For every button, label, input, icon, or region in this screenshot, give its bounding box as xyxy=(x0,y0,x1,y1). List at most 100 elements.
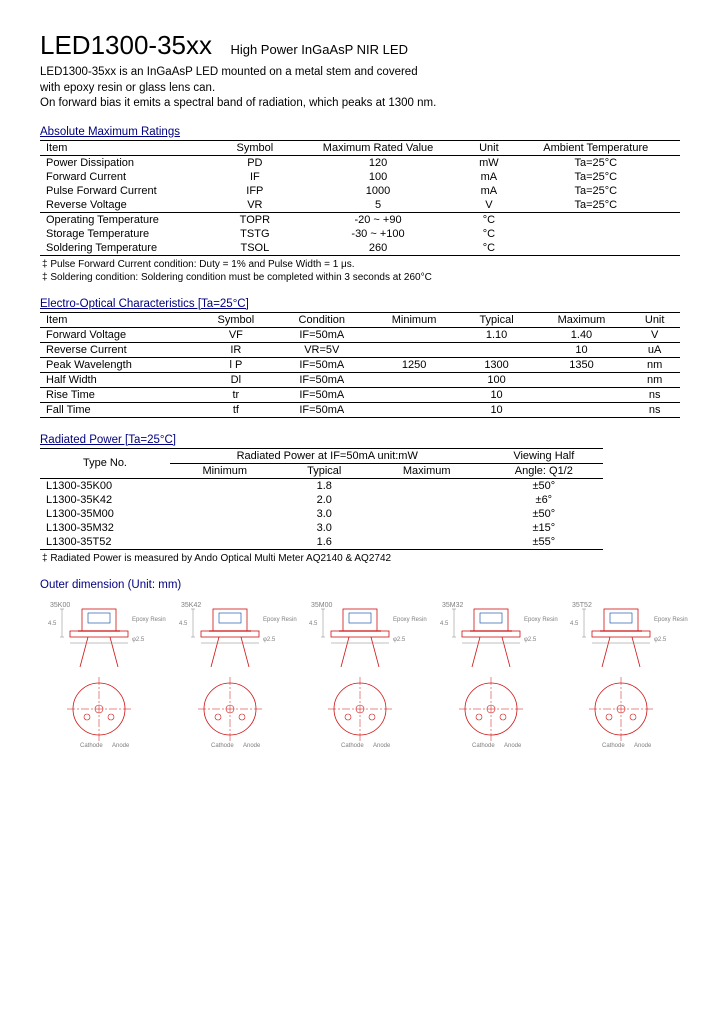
el-col-item: Item xyxy=(40,312,197,327)
svg-text:4.5: 4.5 xyxy=(570,621,579,627)
outer-dim-heading: Outer dimension (Unit: mm) xyxy=(40,579,680,591)
abs-col-symbol: Symbol xyxy=(220,140,290,155)
table-row: Reverse VoltageVR5VTa=25°C xyxy=(40,198,680,213)
table-cell xyxy=(170,535,280,550)
table-cell: VR xyxy=(220,198,290,213)
table-row: Power DissipationPD120mWTa=25°C xyxy=(40,155,680,170)
table-cell xyxy=(512,227,680,241)
svg-text:φ2.5: φ2.5 xyxy=(654,637,667,643)
el-col-min: Minimum xyxy=(369,312,460,327)
table-cell: uA xyxy=(629,342,680,357)
rad-col-pow: Radiated Power at IF=50mA unit:mW xyxy=(170,448,484,463)
table-cell: tf xyxy=(197,402,275,417)
table-cell: °C xyxy=(466,212,511,227)
table-cell: 1000 xyxy=(290,184,466,198)
svg-text:Anode: Anode xyxy=(112,743,130,749)
table-cell xyxy=(369,372,460,387)
svg-text:4.5: 4.5 xyxy=(309,621,318,627)
table-row: Operating TemperatureTOPR-20 ~ +90°C xyxy=(40,212,680,227)
table-cell: 100 xyxy=(290,170,466,184)
table-cell xyxy=(170,478,280,493)
table-cell xyxy=(369,402,460,417)
table-cell: nm xyxy=(629,372,680,387)
rad-sub-typ: Typical xyxy=(280,463,369,478)
table-cell: ±50° xyxy=(484,507,603,521)
el-col-sym: Symbol xyxy=(197,312,275,327)
svg-text:φ2.5: φ2.5 xyxy=(393,637,406,643)
subtitle: High Power InGaAsP NIR LED xyxy=(230,42,408,57)
svg-text:Anode: Anode xyxy=(373,743,391,749)
table-cell: °C xyxy=(466,227,511,241)
table-cell: Operating Temperature xyxy=(40,212,220,227)
table-cell: TSOL xyxy=(220,241,290,256)
abs-max-table: Item Symbol Maximum Rated Value Unit Amb… xyxy=(40,140,680,256)
table-cell: Half Width xyxy=(40,372,197,387)
table-cell: 1.40 xyxy=(534,327,630,342)
table-cell xyxy=(369,535,484,550)
table-cell: ±50° xyxy=(484,478,603,493)
table-cell: °C xyxy=(466,241,511,256)
svg-text:35M32: 35M32 xyxy=(442,602,464,609)
abs-col-amb: Ambient Temperature xyxy=(512,140,680,155)
table-cell: nm xyxy=(629,357,680,372)
abs-max-heading: Absolute Maximum Ratings xyxy=(40,126,680,138)
table-cell: 120 xyxy=(290,155,466,170)
table-cell: VR=5V xyxy=(275,342,369,357)
svg-text:Anode: Anode xyxy=(634,743,652,749)
table-cell: L1300-35K00 xyxy=(40,478,170,493)
table-cell xyxy=(369,387,460,402)
table-cell: L1300-35K42 xyxy=(40,493,170,507)
svg-text:4.5: 4.5 xyxy=(48,621,57,627)
table-cell xyxy=(534,387,630,402)
svg-text:Cathode: Cathode xyxy=(341,743,364,749)
svg-text:φ2.5: φ2.5 xyxy=(263,637,276,643)
table-cell: 3.0 xyxy=(280,507,369,521)
abs-col-item: Item xyxy=(40,140,220,155)
table-cell: 1.10 xyxy=(459,327,533,342)
table-cell: IF=50mA xyxy=(275,402,369,417)
outer-dimension-diagrams: 35K00 4.5 Epoxy Resin φ2.5 Cathode Anode… xyxy=(40,599,680,754)
table-cell: TOPR xyxy=(220,212,290,227)
table-cell: L1300-35M00 xyxy=(40,507,170,521)
table-cell xyxy=(534,372,630,387)
table-cell xyxy=(170,507,280,521)
radiated-table: Type No. Radiated Power at IF=50mA unit:… xyxy=(40,448,603,550)
table-cell: IF=50mA xyxy=(275,387,369,402)
table-cell: ns xyxy=(629,387,680,402)
table-cell: ±6° xyxy=(484,493,603,507)
table-cell: L1300-35M32 xyxy=(40,521,170,535)
electro-heading: Electro-Optical Characteristics [Ta=25°C… xyxy=(40,298,680,310)
table-cell: 10 xyxy=(459,387,533,402)
table-cell: Dl xyxy=(197,372,275,387)
table-row: Forward VoltageVFIF=50mA1.101.40V xyxy=(40,327,680,342)
table-cell: Pulse Forward Current xyxy=(40,184,220,198)
table-cell: L1300-35T52 xyxy=(40,535,170,550)
radiated-note: ‡ Radiated Power is measured by Ando Opt… xyxy=(42,552,680,565)
table-row: Rise TimetrIF=50mA10ns xyxy=(40,387,680,402)
main-title: LED1300-35xx xyxy=(40,30,212,60)
table-cell: Reverse Voltage xyxy=(40,198,220,213)
table-cell: V xyxy=(466,198,511,213)
table-row: Storage TemperatureTSTG-30 ~ +100°C xyxy=(40,227,680,241)
table-cell: IFP xyxy=(220,184,290,198)
abs-col-max: Maximum Rated Value xyxy=(290,140,466,155)
table-cell: Soldering Temperature xyxy=(40,241,220,256)
table-cell xyxy=(534,402,630,417)
table-cell: ±55° xyxy=(484,535,603,550)
table-cell: IF=50mA xyxy=(275,357,369,372)
table-cell: Reverse Current xyxy=(40,342,197,357)
table-cell: Ta=25°C xyxy=(512,155,680,170)
electro-table: Item Symbol Condition Minimum Typical Ma… xyxy=(40,312,680,418)
svg-text:Cathode: Cathode xyxy=(472,743,495,749)
table-cell: Forward Current xyxy=(40,170,220,184)
svg-text:Anode: Anode xyxy=(504,743,522,749)
svg-text:Cathode: Cathode xyxy=(80,743,103,749)
table-cell: IF=50mA xyxy=(275,327,369,342)
table-cell: IF=50mA xyxy=(275,372,369,387)
table-cell: V xyxy=(629,327,680,342)
svg-text:Epoxy Resin: Epoxy Resin xyxy=(393,617,427,623)
table-cell xyxy=(369,521,484,535)
table-row: Forward CurrentIF100mATa=25°C xyxy=(40,170,680,184)
table-cell: mA xyxy=(466,184,511,198)
table-cell: VF xyxy=(197,327,275,342)
